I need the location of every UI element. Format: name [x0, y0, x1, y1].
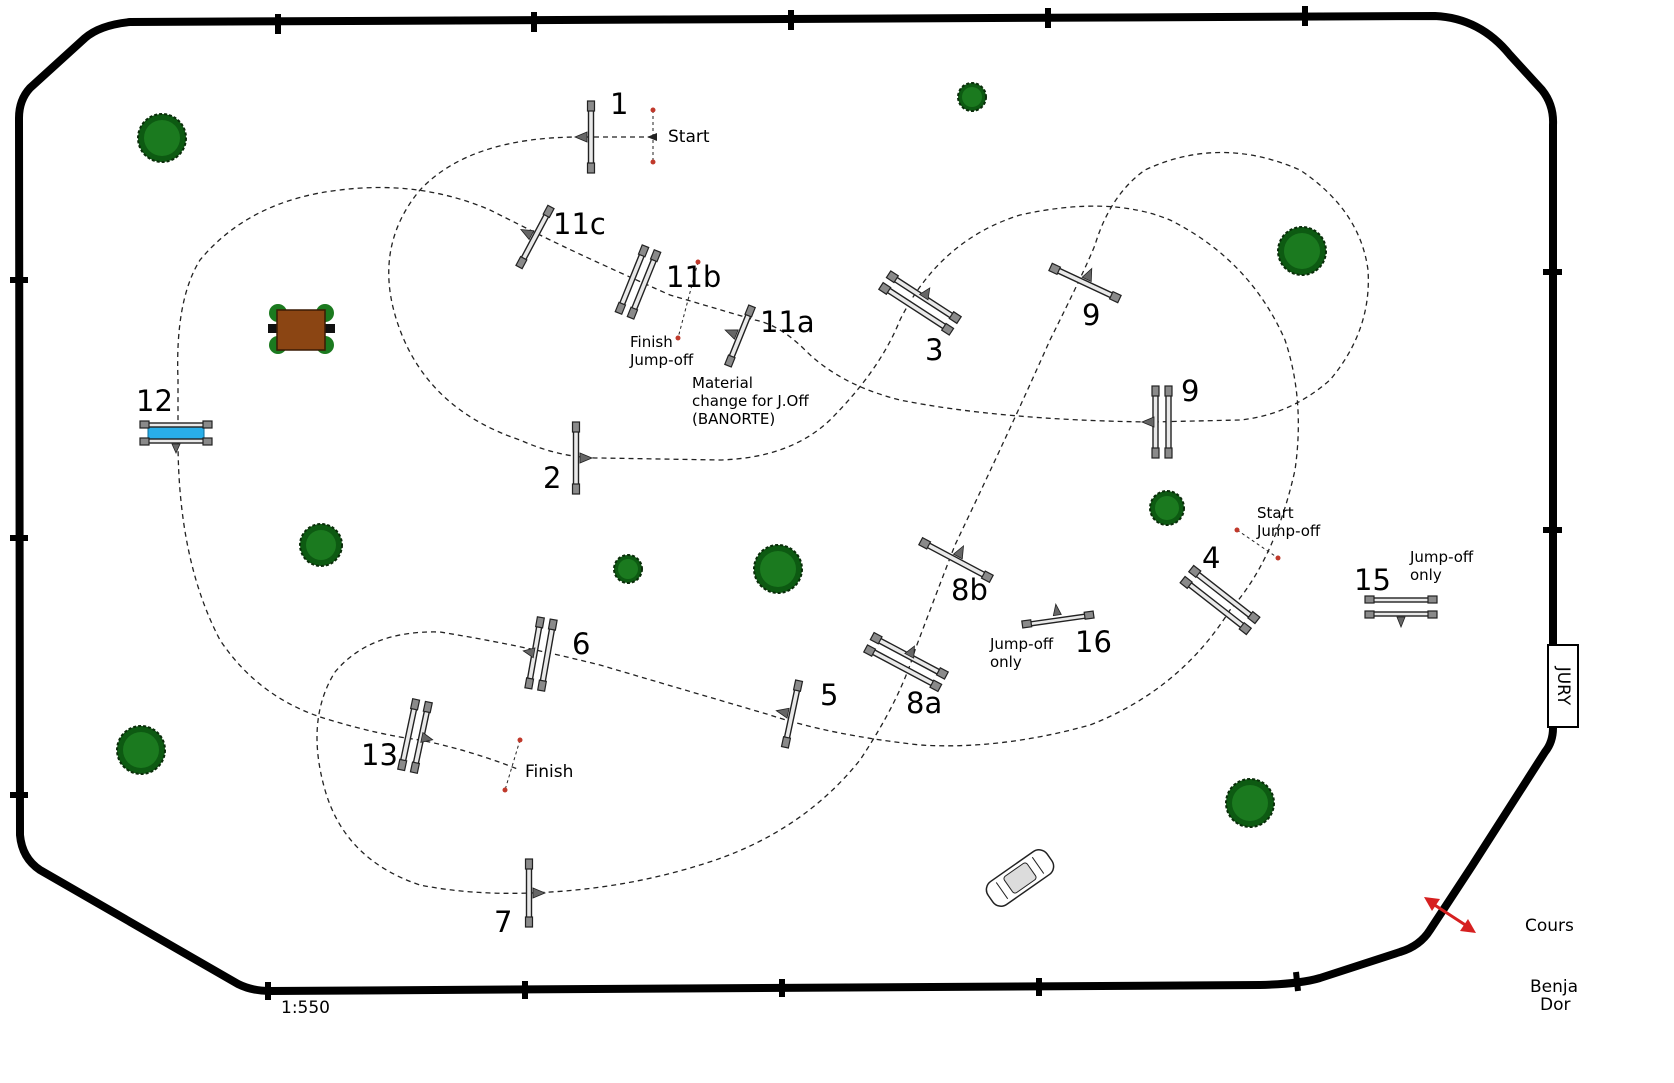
course-designer-heading: Cours — [1525, 916, 1574, 936]
entrance-arrow-icon — [1424, 897, 1476, 933]
obstacle-3-label: 3 — [925, 333, 943, 367]
obstacle-1 — [573, 100, 596, 174]
obstacle-11a-label: 11a — [760, 305, 815, 339]
jury-box: JURY — [1547, 644, 1579, 728]
jumpoff-only-16-label-2: only — [990, 653, 1022, 671]
obstacle-11c-label: 11c — [553, 207, 606, 241]
material-note-2: change for J.Off — [692, 392, 809, 410]
arena-fence — [15, 12, 1558, 995]
start-jumpoff-label-1: Start — [1257, 504, 1294, 522]
obstacle-12-label: 12 — [136, 384, 173, 418]
obstacle-8b — [917, 536, 995, 584]
obstacle-1-label: 1 — [610, 87, 628, 121]
obstacle-4 — [1179, 564, 1261, 636]
tree-icon — [137, 113, 187, 163]
obstacle-2 — [571, 421, 594, 495]
tree-icon — [1149, 490, 1185, 526]
obstacle-11a — [723, 304, 757, 368]
obstacle-3 — [877, 270, 963, 336]
finish-jumpoff-line — [675, 259, 701, 341]
material-note-1: Material — [692, 374, 753, 392]
table-with-plants-icon — [268, 304, 335, 354]
obstacle-6 — [522, 616, 558, 692]
car-icon — [985, 849, 1055, 907]
designer-line-2: Dor — [1540, 995, 1570, 1015]
obstacle-7 — [524, 858, 547, 928]
jumpoff-only-15-label-1: Jump-off — [1409, 548, 1474, 566]
fence-ticks — [10, 6, 1562, 1000]
obstacle-13 — [397, 697, 434, 775]
obstacle-16 — [1021, 602, 1095, 629]
start-jumpoff-line — [1234, 527, 1281, 561]
start-jumpoff-label-2: Jump-off — [1256, 522, 1321, 540]
finish-jumpoff-label-1: Finish — [630, 333, 673, 351]
obstacle-9-label: 9 — [1082, 298, 1100, 332]
obstacle-12 — [139, 420, 213, 454]
finish-jumpoff-label-2: Jump-off — [629, 351, 694, 369]
obstacle-13-label: 13 — [361, 738, 398, 772]
jumpoff-only-15-label-2: only — [1410, 566, 1442, 584]
obstacle-10 — [1140, 385, 1173, 459]
obstacle-8a — [862, 631, 950, 693]
tree-icon — [116, 725, 166, 775]
obstacle-8b-label: 8b — [951, 573, 988, 607]
finish-line — [502, 737, 523, 793]
scale-label: 1:550 — [281, 998, 330, 1018]
designer-line-1: Benja — [1530, 977, 1578, 997]
start-line — [647, 107, 657, 165]
riding-line — [177, 136, 1369, 894]
tree-icon — [613, 554, 643, 584]
obstacle-5 — [775, 679, 804, 749]
jury-label: JURY — [1553, 666, 1573, 706]
tree-icon — [1277, 226, 1327, 276]
finish-label: Finish — [525, 762, 573, 782]
obstacle-15-label: 15 — [1354, 563, 1391, 597]
tree-icon — [957, 82, 987, 112]
obstacle-8a-label: 8a — [906, 686, 942, 720]
obstacle-2-label: 2 — [543, 461, 561, 495]
obstacle-4-label: 4 — [1202, 541, 1220, 575]
obstacle-11c — [515, 204, 555, 270]
material-note-3: (BANORTE) — [692, 410, 775, 428]
start-label: Start — [668, 127, 710, 147]
tree-icon — [299, 523, 343, 567]
obstacle-15 — [1364, 595, 1438, 629]
obstacle-7-label: 7 — [494, 905, 512, 939]
obstacle-6-label: 6 — [572, 627, 590, 661]
obstacle-10-label: 9 — [1181, 374, 1199, 408]
obstacle-11b — [614, 244, 662, 320]
tree-icon — [753, 544, 803, 594]
jumpoff-only-16-label-1: Jump-off — [989, 635, 1054, 653]
tree-icon — [1225, 778, 1275, 828]
obstacle-11b-label: 11b — [666, 260, 721, 294]
obstacle-16-label: 16 — [1075, 625, 1112, 659]
obstacle-5-label: 5 — [820, 678, 838, 712]
obstacle-9 — [1048, 262, 1122, 304]
